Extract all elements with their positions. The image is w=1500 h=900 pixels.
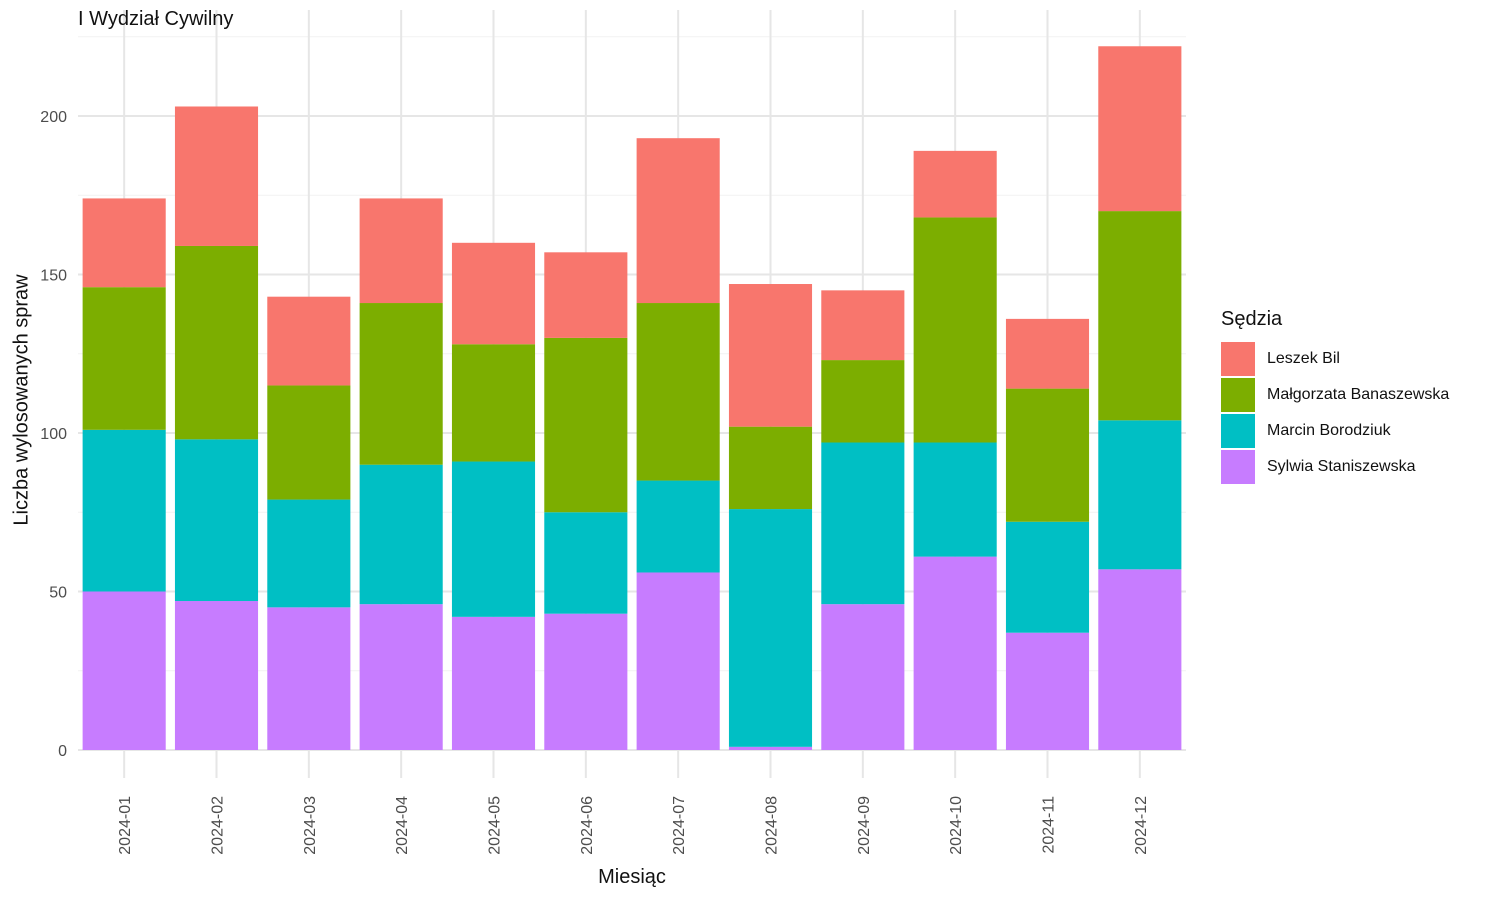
x-tick-label: 2024-12: [1133, 796, 1150, 855]
bar-segment: [636, 480, 720, 573]
bar-segment: [821, 442, 905, 605]
y-tick-label: 50: [49, 585, 67, 602]
chart-title: I Wydział Cywilny: [78, 8, 234, 30]
bar-segment: [1098, 46, 1182, 212]
bar-segment: [451, 344, 536, 462]
bar-segment: [728, 284, 813, 427]
y-tick-label: 150: [40, 268, 67, 285]
bar-segment: [728, 746, 813, 750]
bar-segment: [913, 217, 997, 443]
bar-segment: [544, 512, 628, 614]
bar-segment: [82, 429, 166, 592]
bar-segment: [821, 360, 905, 443]
x-tick-label: 2024-03: [302, 796, 319, 855]
bar-segment: [913, 150, 997, 218]
bar-segment: [267, 385, 351, 500]
y-axis-label: Liczba wylosowanych spraw: [10, 274, 33, 526]
bar-segment: [451, 461, 536, 617]
bar-segment: [636, 138, 720, 304]
legend-item: Marcin Borodziuk: [1221, 413, 1449, 449]
bar-segment: [82, 287, 166, 430]
bar-segment: [451, 616, 536, 750]
legend-item: Sylwia Staniszewska: [1221, 449, 1449, 485]
legend-label: Małgorzata Banaszewska: [1267, 386, 1450, 403]
bar-segment: [1098, 211, 1182, 421]
bar-segment: [267, 296, 351, 386]
legend-label: Sylwia Staniszewska: [1267, 458, 1416, 475]
legend-title: Sędzia: [1221, 308, 1283, 330]
bar-segment: [821, 604, 905, 750]
bar-segment: [1098, 569, 1182, 750]
bar-segment: [1005, 521, 1090, 633]
bar-segment: [359, 303, 443, 465]
bar-segment: [1005, 318, 1090, 389]
y-tick-label: 0: [58, 743, 67, 760]
legend-item: Małgorzata Banaszewska: [1221, 377, 1449, 413]
x-tick-label: 2024-10: [948, 796, 965, 855]
bar-segment: [174, 601, 259, 750]
legend-items: Leszek Bil Małgorzata Banaszewska Marcin B…: [1221, 341, 1449, 485]
bar-segment: [913, 442, 997, 557]
bar-segment: [636, 572, 720, 750]
bar-segment: [267, 607, 351, 750]
x-tick-label: 2024-11: [1041, 796, 1058, 854]
bar-segment: [267, 499, 351, 608]
bar-segment: [544, 337, 628, 513]
x-tick-label: 2024-04: [394, 796, 411, 855]
bar-segment: [728, 426, 813, 510]
bars: [82, 46, 1182, 750]
legend: Sędzia Leszek Bil Małgorzata Banaszewska M…: [1221, 308, 1449, 485]
legend-swatch: [1221, 342, 1255, 376]
y-tick-labels: 0 50 100 150 200: [40, 109, 67, 760]
x-tick-label: 2024-07: [671, 796, 688, 855]
x-tick-label: 2024-08: [764, 796, 781, 855]
x-tick-label: 2024-06: [579, 796, 596, 855]
bar-segment: [636, 303, 720, 481]
grid-minor: [78, 36, 1186, 672]
legend-item: Leszek Bil: [1221, 341, 1449, 377]
bar-segment: [82, 198, 166, 288]
legend-label: Marcin Borodziuk: [1267, 422, 1391, 439]
legend-swatch: [1221, 450, 1255, 484]
bar-segment: [1005, 388, 1090, 522]
bar-segment: [544, 613, 628, 750]
bar-segment: [359, 464, 443, 605]
bar-segment: [82, 591, 166, 750]
bar-segment: [174, 439, 259, 602]
bar-segment: [913, 556, 997, 750]
x-tick-label: 2024-09: [856, 796, 873, 855]
y-tick-label: 100: [40, 426, 67, 443]
bar-segment: [1005, 632, 1090, 750]
bar-segment: [359, 198, 443, 304]
x-tick-label: 2024-05: [487, 796, 504, 855]
legend-swatch: [1221, 414, 1255, 448]
bar-segment: [359, 604, 443, 750]
legend-swatch: [1221, 378, 1255, 412]
x-axis-label: Miesiąc: [598, 866, 666, 888]
bar-segment: [821, 290, 905, 361]
bar-segment: [1098, 420, 1182, 570]
x-tick-labels: 2024-01 2024-02 2024-03 2024-04 2024-05 2024-…: [117, 796, 1150, 855]
y-tick-label: 200: [40, 109, 67, 126]
x-tick-label: 2024-01: [117, 796, 134, 855]
bar-segment: [728, 509, 813, 747]
bar-segment: [174, 106, 259, 246]
bar-segment: [451, 242, 536, 345]
bar-segment: [174, 245, 259, 440]
bar-segment: [544, 252, 628, 338]
x-tick-label: 2024-02: [210, 796, 227, 855]
legend-label: Leszek Bil: [1267, 350, 1340, 367]
